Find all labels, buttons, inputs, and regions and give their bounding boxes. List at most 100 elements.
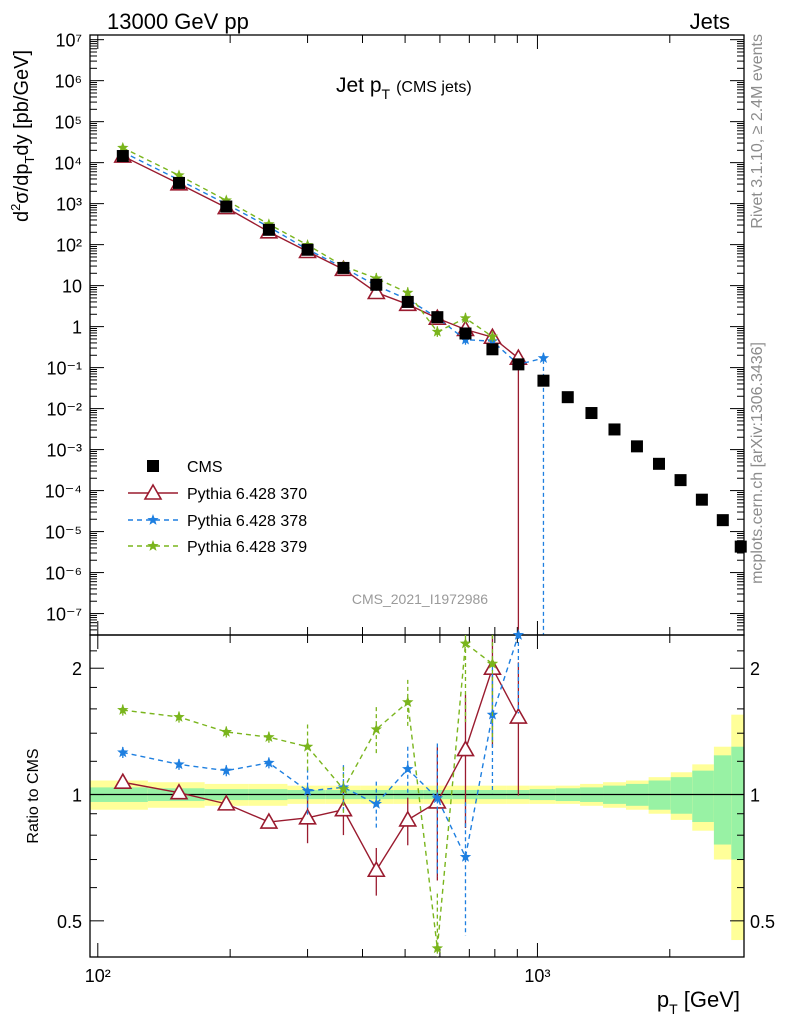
data-point (512, 358, 525, 371)
ratio-band-green (670, 777, 693, 814)
data-point (734, 540, 747, 553)
ratio-point (431, 792, 444, 804)
ratio-point (173, 758, 185, 770)
rivet-label: Rivet 3.1.10, ≥ 2.4M events (749, 34, 766, 229)
y-tick-label: 10⁻¹ (46, 359, 82, 379)
ratio-point (169, 783, 189, 800)
ratio-point (512, 629, 525, 640)
ratio-point (301, 740, 314, 752)
ratio-tick-label-left: 1 (72, 786, 82, 806)
legend-label: Pythia 6.428 378 (187, 513, 307, 530)
data-point (301, 243, 314, 256)
data-point (674, 474, 687, 487)
data-point (459, 312, 472, 324)
legend-marker (143, 483, 163, 500)
y-tick-label: 10⁻⁵ (45, 523, 82, 543)
legend-marker (147, 540, 159, 551)
data-point (370, 272, 382, 284)
ratio-point (456, 739, 475, 757)
data-point (402, 286, 414, 298)
legend-label: Pythia 6.428 370 (187, 486, 307, 503)
ratio-point (263, 756, 275, 768)
ratio-point (301, 784, 314, 796)
data-point (262, 223, 275, 236)
main-panel: 1 10 10⁷ 10⁶ 10⁵ 10⁴ 10³ 10² 10⁻¹ 10⁻² 10⁻³ 10⁻⁴ 10⁻… (45, 31, 747, 957)
y-tick-label: 10² (56, 236, 82, 256)
legend-label: CMS (187, 459, 223, 476)
y-tick-label: 10 (62, 277, 82, 297)
ratio-point (173, 711, 185, 722)
data-point (652, 457, 665, 470)
data-point (337, 261, 350, 274)
legend-marker (147, 460, 159, 472)
data-point (486, 343, 499, 356)
ratio-point (298, 808, 317, 825)
header-left: 13000 GeV pp (107, 9, 249, 34)
x-tick-label: 10² (85, 966, 111, 986)
ratio-line (122, 666, 520, 872)
data-point (116, 150, 129, 163)
header-right: Jets (690, 9, 730, 34)
ratio-point (263, 731, 275, 743)
data-point (486, 330, 499, 342)
ratio-point (117, 704, 129, 715)
ratio-band-green (692, 770, 714, 823)
ratio-tick-label-right: 1 (750, 786, 760, 806)
data-point (366, 282, 386, 300)
legend: CMS Pythia 6.428 370 Pythia 6.428 378 Pythi… (128, 459, 307, 556)
data-point (173, 169, 185, 181)
x-tick-label: 10³ (524, 966, 550, 986)
ratio-point (370, 723, 382, 735)
y-tick-label: 10⁻⁶ (45, 564, 82, 584)
y-tick-label: 10⁻⁷ (46, 605, 82, 625)
y-tick-label: 10⁷ (55, 31, 82, 51)
ratio-point (366, 860, 386, 878)
y-tick-label: 10⁴ (54, 154, 82, 174)
ratio-point (509, 707, 528, 724)
y-tick-label: 10³ (56, 195, 82, 215)
ratio-tick-label-left: 2 (72, 659, 82, 679)
ratio-point (459, 850, 472, 862)
data-point (431, 311, 444, 324)
ratio-y-axis-label: Ratio to CMS (25, 748, 42, 843)
ratio-point (220, 764, 232, 776)
data-point (263, 218, 275, 230)
data-point (220, 194, 232, 206)
series-line (122, 147, 493, 338)
data-point (117, 141, 129, 153)
ratio-tick-label-right: 0.5 (750, 912, 775, 932)
data-point (537, 352, 550, 364)
ratio-tick-label-left: 0.5 (57, 912, 82, 932)
data-point (370, 278, 383, 291)
analysis-watermark: CMS_2021_I1972986 (352, 591, 488, 607)
data-point (585, 407, 598, 420)
y-tick-label: 10⁶ (55, 72, 82, 92)
main-title: Jet pT (CMS jets) (336, 74, 472, 102)
legend-marker (147, 514, 159, 525)
data-point (459, 327, 472, 340)
data-point (561, 391, 574, 404)
legend-label: Pythia 6.428 379 (187, 539, 307, 556)
data-point (401, 295, 414, 308)
y-tick-label: 10⁻⁴ (45, 482, 82, 502)
y-tick-label: 1 (72, 318, 82, 338)
data-point (431, 325, 444, 337)
ratio-point (486, 657, 499, 669)
ratio-point (370, 797, 382, 809)
ratio-frame (89, 634, 745, 958)
y-tick-label: 10⁻² (46, 400, 82, 420)
y-tick-label: 10⁵ (55, 113, 82, 133)
y-tick-label: 10⁻³ (46, 441, 82, 461)
data-point (695, 493, 708, 506)
data-point (716, 514, 729, 527)
ratio-point (117, 746, 129, 758)
data-point (630, 440, 643, 453)
data-point (537, 374, 550, 387)
ratio-point (216, 794, 236, 811)
data-point (220, 200, 233, 213)
ratio-point (259, 812, 279, 829)
ratio-point (337, 783, 350, 794)
ratio-tick-label-right: 2 (750, 659, 760, 679)
